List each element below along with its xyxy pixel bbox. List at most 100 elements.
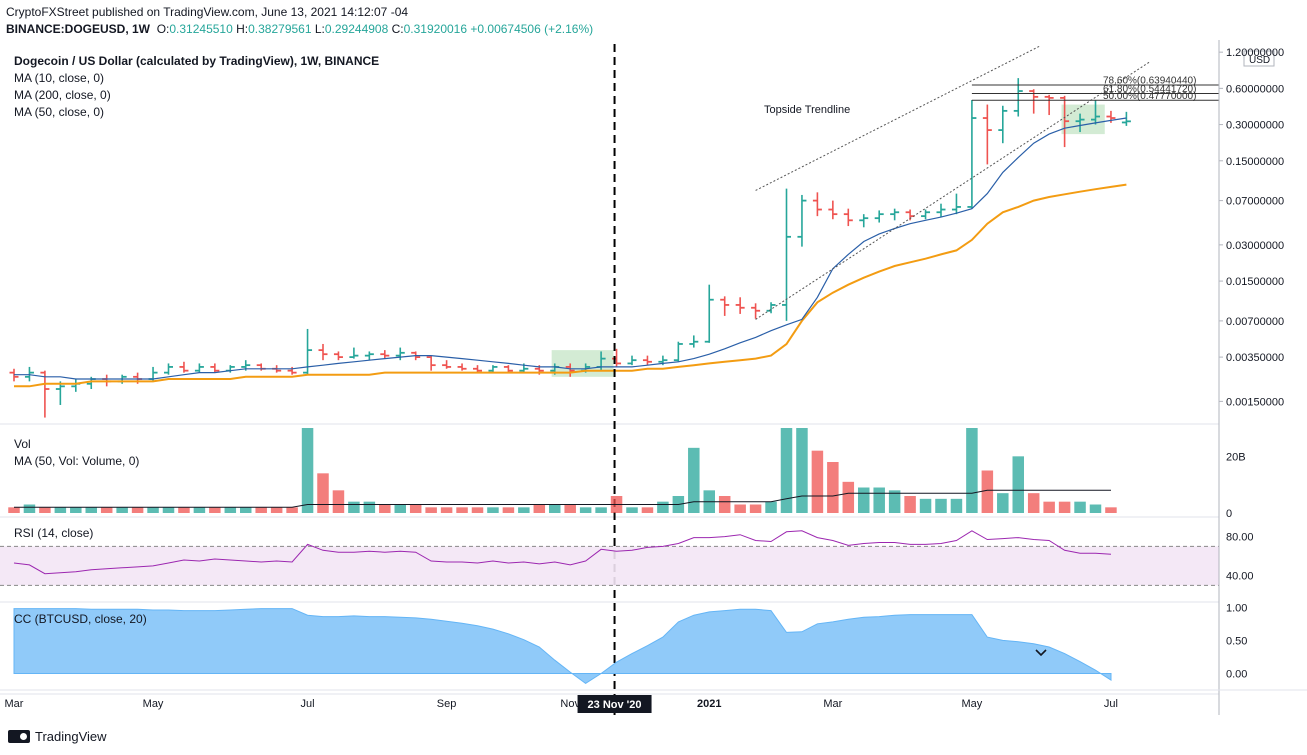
event-date-label: 23 Nov '20 [588, 699, 642, 711]
volume-bar [270, 507, 283, 513]
time-axis-label: May [143, 698, 164, 710]
cc-legend[interactable]: CC (BTCUSD, close, 20) [14, 612, 147, 626]
topside-trendline-label: Topside Trendline [764, 104, 850, 116]
volume-bar [363, 501, 376, 513]
rsi-line [13, 530, 1112, 575]
volume-bar [1089, 504, 1102, 513]
candle [55, 381, 65, 405]
candle [333, 351, 343, 361]
volume-bar [425, 507, 437, 513]
volume-ma-legend[interactable]: MA (50, Vol: Volume, 0) [14, 454, 140, 468]
volume-bar [657, 501, 669, 513]
volume-bar [286, 507, 298, 513]
volume-bar [796, 428, 808, 513]
candle [967, 100, 977, 209]
price-tick-label: 0.60000000 [1226, 83, 1284, 95]
price-tick-label: 0.15000000 [1226, 156, 1284, 168]
price-tick-label: 0.30000000 [1226, 120, 1284, 132]
time-axis-label: May [962, 698, 983, 710]
candle [256, 363, 266, 371]
ohlc-line: BINANCE:DOGEUSD, 1W O:0.31245510 H:0.382… [6, 22, 593, 36]
candle [1091, 100, 1100, 125]
volume-legend[interactable]: Vol [14, 437, 31, 451]
candle [998, 105, 1008, 144]
volume-bar [85, 507, 97, 513]
volume-bar [518, 507, 530, 513]
cc-tick-label: 1.00 [1226, 602, 1247, 614]
volume-bar [688, 447, 700, 513]
volume-bar [100, 507, 113, 513]
fib-level-label: 61.80%(0.54441720) [1103, 84, 1196, 95]
time-axis-label: Mar [5, 698, 24, 710]
tradingview-logo[interactable]: TradingView [8, 729, 107, 744]
ma10-line [14, 117, 1127, 380]
candle [921, 209, 931, 220]
volume-bar [919, 498, 932, 513]
time-axis-label: Mar [823, 698, 842, 710]
candle [488, 365, 498, 373]
open-label: O: [156, 22, 170, 36]
volume-bar [332, 490, 345, 513]
volume-bar [858, 487, 870, 513]
volume-bar [39, 507, 51, 513]
close-value: 0.31920016 [403, 22, 468, 36]
price-tick-label: 0.00700000 [1226, 316, 1284, 328]
candle [1060, 95, 1070, 148]
cc-tick-label: 0.00 [1226, 668, 1247, 680]
volume-bar [116, 507, 128, 513]
volume-bar [54, 507, 67, 513]
chart-title: Dogecoin / US Dollar (calculated by Trad… [14, 54, 380, 68]
volume-bar [162, 507, 175, 513]
volume-bar [301, 428, 314, 513]
volume-bar [935, 498, 947, 513]
candle [1013, 78, 1023, 117]
volume-bar [533, 504, 546, 513]
volume-bar [549, 504, 561, 513]
candle [179, 361, 189, 373]
volume-bar [904, 496, 916, 513]
volume-bar [1105, 507, 1117, 513]
volume-bar [888, 490, 901, 513]
rsi-legend[interactable]: RSI (14, close) [14, 526, 94, 540]
candle [1044, 94, 1054, 116]
volume-tick-zero: 0 [1226, 508, 1232, 520]
candle [828, 200, 838, 220]
candle [720, 296, 730, 316]
volume-bar [626, 507, 638, 513]
candle [843, 208, 853, 227]
volume-tick-label: 20B [1226, 451, 1246, 463]
volume-bar [317, 473, 329, 513]
fib-level-label: 50.00%(0.47770000) [1103, 91, 1196, 102]
candle [380, 350, 390, 359]
price-tick-label: 1.20000000 [1226, 47, 1284, 59]
volume-bar [734, 504, 746, 513]
volume-bar [1027, 493, 1040, 513]
topside-trendline [755, 45, 1041, 191]
time-axis-label: Sep [437, 698, 457, 710]
volume-bar [842, 481, 855, 513]
candle [812, 192, 822, 217]
candle [194, 363, 204, 373]
volume-bar [409, 504, 422, 513]
candle [874, 210, 884, 223]
candle [673, 341, 683, 362]
volume-bar [564, 504, 576, 513]
ma10-legend[interactable]: MA (10, close, 0) [14, 71, 105, 85]
rsi-tick-label: 80.00 [1226, 532, 1254, 544]
volume-bar [981, 470, 994, 513]
tradingview-logo-icon [8, 730, 30, 743]
event-date-badge [577, 695, 652, 713]
collapse-chevron-icon[interactable] [1035, 649, 1047, 657]
ma200-legend[interactable]: MA (200, close, 0) [14, 88, 111, 102]
price-tick-label: 0.03000000 [1226, 240, 1284, 252]
volume-bar [950, 498, 963, 513]
candle [797, 194, 807, 247]
candle [349, 347, 359, 359]
close-label: C: [391, 22, 404, 36]
candle [642, 355, 652, 366]
price-tick-label: 0.00150000 [1226, 396, 1284, 408]
volume-bar [827, 462, 839, 513]
ma50-legend[interactable]: MA (50, close, 0) [14, 105, 105, 119]
price-tick-label: 0.07000000 [1226, 196, 1284, 208]
